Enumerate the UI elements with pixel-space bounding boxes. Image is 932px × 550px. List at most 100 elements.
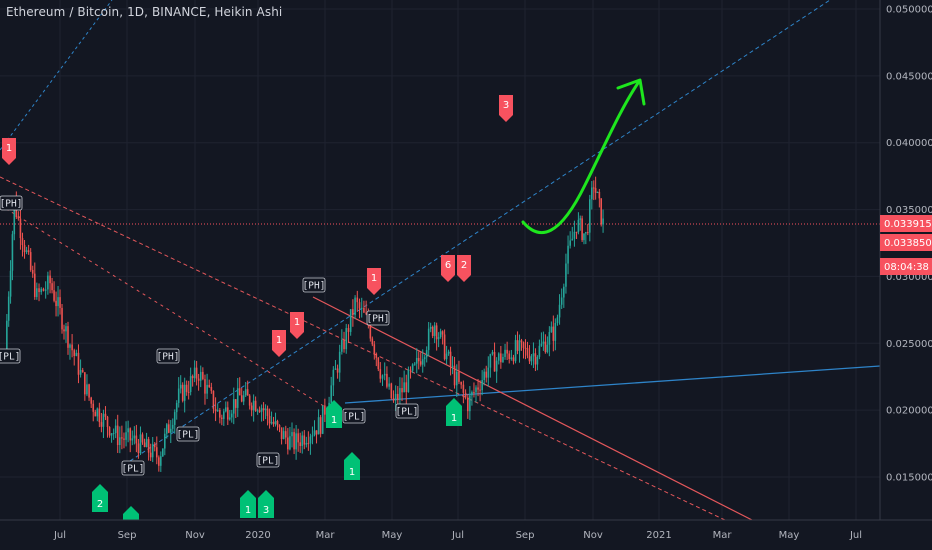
svg-text:1: 1 (245, 505, 251, 516)
candle-body (219, 409, 221, 418)
time-tick-label: Jul (451, 530, 464, 541)
candle-body (7, 296, 10, 321)
candle-body (291, 432, 293, 437)
candle-body (577, 219, 580, 233)
time-tick-label: May (382, 530, 403, 541)
pivot-label: [PH] (367, 310, 390, 326)
candle-body (487, 367, 490, 378)
candle-body (386, 373, 388, 387)
descending-dashed-red-line[interactable] (0, 204, 331, 411)
candle-body (439, 331, 442, 337)
candle-body (94, 411, 97, 417)
candle-body (25, 250, 28, 253)
candle-body (67, 326, 69, 348)
candle-body (473, 392, 475, 394)
candle-body (193, 367, 196, 379)
buy-signal-badge: 1 (326, 400, 342, 428)
candle-body (311, 435, 314, 437)
candle-body (449, 351, 452, 366)
candle-body (365, 312, 367, 314)
pivot-label: [PL] (122, 460, 145, 476)
candle-body (554, 322, 557, 341)
svg-text:[PL]: [PL] (177, 430, 200, 441)
svg-text:[PL]: [PL] (257, 456, 280, 467)
candle-body (405, 382, 408, 393)
candle-body (102, 413, 105, 427)
candle-body (524, 347, 527, 349)
candle-body (181, 384, 184, 401)
svg-text:1: 1 (331, 415, 337, 426)
time-tick-label: Mar (713, 530, 733, 541)
svg-text:1: 1 (451, 413, 457, 424)
candle-body (232, 399, 235, 414)
descending-solid-red-line[interactable] (312, 296, 753, 521)
candle-body (585, 232, 587, 234)
candle-body (396, 393, 399, 400)
candle-body (377, 357, 380, 370)
candle-body (534, 353, 537, 365)
candle-body (458, 371, 460, 382)
candle-body (151, 444, 154, 458)
current-price-tag: 0.033915 (880, 215, 932, 232)
candle-body (336, 368, 339, 373)
candle-body (183, 384, 186, 401)
candle-body (388, 383, 390, 387)
candle-body (42, 288, 45, 291)
candle-body (133, 435, 136, 439)
candle-body (548, 332, 551, 345)
price-tick-label: 0.050000 (886, 5, 932, 16)
candle-body (460, 381, 462, 385)
candle-body (214, 409, 217, 412)
candle-body (135, 435, 138, 444)
sell-signal-badge: 3 (499, 95, 513, 122)
drawing-tools[interactable] (0, 0, 881, 521)
candle-body (158, 457, 160, 466)
candle-body (462, 384, 465, 393)
projection-arrow-head (616, 78, 646, 106)
candle-body (44, 289, 47, 291)
svg-text:3: 3 (263, 505, 269, 516)
candle-body (145, 439, 148, 447)
svg-text:[PH]: [PH] (367, 314, 390, 325)
candle-body (334, 368, 337, 370)
candle-body (264, 408, 267, 411)
candle-body (530, 356, 533, 362)
candle-body (40, 288, 43, 293)
sell-signal-badge: 1 (2, 138, 16, 165)
candle-body (354, 297, 356, 315)
time-tick-label: Nov (583, 530, 603, 541)
candle-body (9, 270, 12, 297)
candle-body (352, 309, 354, 315)
candle-body (598, 191, 601, 199)
candle-body (197, 378, 200, 381)
candle-body (287, 437, 289, 450)
candle-body (221, 417, 223, 419)
candle-body (345, 328, 348, 350)
candlestick-series[interactable] (6, 176, 604, 472)
candle-body (293, 432, 295, 450)
candle-body (435, 325, 438, 340)
candle-body (191, 376, 194, 379)
price-tick-label: 0.030000 (886, 272, 932, 283)
projection-arrow[interactable] (521, 78, 646, 235)
candle-body (512, 357, 515, 362)
time-axis[interactable]: Jul Sep Nov 2020 Mar May Jul Sep Nov 2021 Mar May Ju… (0, 519, 932, 550)
candle-body (500, 353, 502, 363)
svg-text:[PL]: [PL] (122, 464, 145, 475)
price-axis[interactable]: 0.050000 0.045000 0.040000 0.035000 0.030000… (879, 0, 932, 520)
candle-body (53, 290, 55, 301)
candle-body (206, 384, 208, 394)
candle-body (421, 359, 424, 365)
resistance-dashed-red-line[interactable] (0, 176, 726, 521)
candle-body (199, 371, 202, 381)
candle-body (187, 391, 190, 393)
countdown-label: 08:04:38 (884, 262, 929, 273)
candle-body (307, 443, 310, 445)
candle-body (332, 369, 335, 386)
candle-body (592, 187, 595, 189)
support-line-blue[interactable] (344, 365, 881, 404)
upper-channel-dashed-line[interactable] (0, 0, 113, 151)
candle-body (96, 408, 99, 417)
price-tick-label: 0.035000 (886, 205, 932, 216)
